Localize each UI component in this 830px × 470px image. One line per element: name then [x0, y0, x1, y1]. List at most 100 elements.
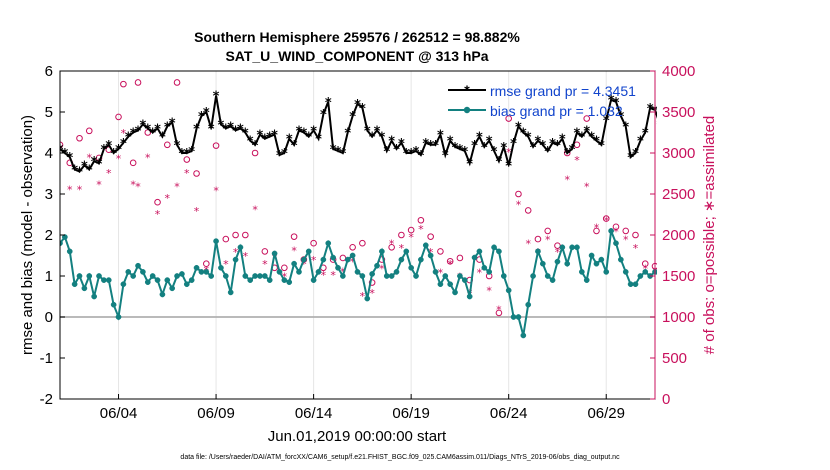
obs-possible-point [76, 134, 83, 142]
rmse-point: * [164, 120, 171, 135]
rmse-point: * [335, 145, 342, 160]
rmse-point: * [100, 143, 107, 158]
rmse-point: * [213, 90, 220, 105]
rmse-point: * [432, 139, 439, 154]
rmse-point: * [86, 163, 93, 178]
bias-point [510, 314, 517, 320]
bias-point [418, 256, 424, 263]
bias-point [574, 244, 580, 251]
obs-assimilated-point: * [399, 242, 405, 255]
rmse-point: * [471, 139, 478, 154]
bias-point [242, 273, 249, 279]
bias-point [505, 287, 512, 294]
rmse-point: * [500, 141, 507, 156]
bias-point [222, 273, 229, 279]
rmse-point: * [505, 159, 512, 174]
rmse-point: * [374, 124, 381, 139]
rmse-point: * [71, 163, 78, 178]
obs-possible-point [446, 257, 454, 265]
right-tick-label: 2000 [662, 227, 695, 244]
rmse-point: * [656, 118, 663, 133]
bias-point [208, 273, 215, 279]
rmse-point: * [247, 135, 254, 150]
obs-possible-point [368, 279, 376, 286]
bias-point [281, 277, 288, 283]
obs-assimilated-point: * [135, 180, 141, 193]
bias-point [530, 273, 536, 279]
bias-point [86, 273, 93, 279]
left-tick-label: 6 [45, 63, 53, 80]
obs-assimilated-point: * [106, 167, 112, 180]
left-tick-label: 4 [45, 145, 53, 162]
rmse-point: * [627, 151, 634, 166]
rmse-point: * [393, 143, 400, 158]
bias-point [354, 269, 361, 275]
rmse-point: * [398, 137, 405, 152]
bias-point [330, 254, 336, 261]
obs-assimilated-point: * [506, 146, 512, 159]
obs-assimilated-point: * [130, 179, 136, 192]
bias-point [286, 279, 293, 285]
bias-point [622, 269, 629, 275]
rmse-point: * [549, 137, 556, 152]
obs-assimilated-point: * [184, 167, 190, 180]
obs-assimilated-point: * [77, 184, 83, 197]
bias-point [613, 240, 619, 247]
rmse-point: * [271, 129, 278, 144]
bias-point [315, 269, 322, 275]
obs-possible-point [232, 231, 239, 239]
rmse-point: * [417, 149, 424, 164]
rmse-point: * [383, 145, 390, 160]
rmse-point: * [237, 122, 244, 137]
rmse-point: * [588, 131, 595, 146]
rmse-point: * [530, 141, 537, 156]
rmse-point: * [140, 118, 147, 133]
bias-point [296, 269, 302, 275]
rmse-point: * [296, 124, 303, 139]
rmse-point: * [569, 143, 576, 158]
x-tick-label: 06/04 [100, 405, 138, 422]
bias-point [183, 281, 190, 288]
plot-area: ** ******* ********** ******* ** * *** *** *****… [60, 79, 663, 339]
bias-point [115, 314, 122, 320]
obs-assimilated-point: * [223, 258, 229, 271]
bias-point [305, 248, 312, 255]
bias-point [486, 269, 493, 275]
bias-point [437, 281, 444, 288]
obs-possible-point [290, 233, 298, 240]
obs-possible-point [310, 239, 317, 247]
rmse-point: * [559, 133, 566, 148]
rmse-point: * [203, 106, 210, 121]
obs-assimilated-point: * [418, 223, 424, 236]
obs-assimilated-point: * [594, 221, 600, 234]
rmse-point: * [354, 98, 361, 113]
rmse-point: * [320, 108, 327, 123]
bias-point [447, 281, 454, 288]
rmse-point: * [159, 131, 166, 146]
bias-point [369, 271, 375, 277]
bias-point [169, 285, 176, 292]
bias-point [432, 269, 439, 275]
x-tick-label: 06/19 [392, 405, 430, 422]
rmse-point: * [125, 131, 132, 146]
bias-point [110, 301, 117, 308]
bias-point [471, 254, 478, 261]
rmse-point: * [598, 139, 605, 154]
obs-assimilated-point: * [369, 287, 375, 300]
bias-point [593, 260, 600, 267]
rmse-point: * [574, 127, 581, 142]
rmse-point: * [193, 122, 200, 137]
rmse-point: * [642, 127, 649, 142]
bias-point [310, 277, 317, 283]
obs-assimilated-point: * [496, 303, 502, 316]
right-tick-label: 1000 [662, 309, 695, 326]
rmse-point: * [330, 143, 337, 158]
bias-point [642, 269, 649, 275]
legend-rmse-marker: * [464, 82, 470, 98]
obs-assimilated-point: * [67, 184, 73, 197]
bias-point [476, 248, 483, 255]
bias-point [632, 281, 639, 288]
obs-assimilated-point: * [291, 244, 297, 257]
bias-point [125, 269, 132, 275]
